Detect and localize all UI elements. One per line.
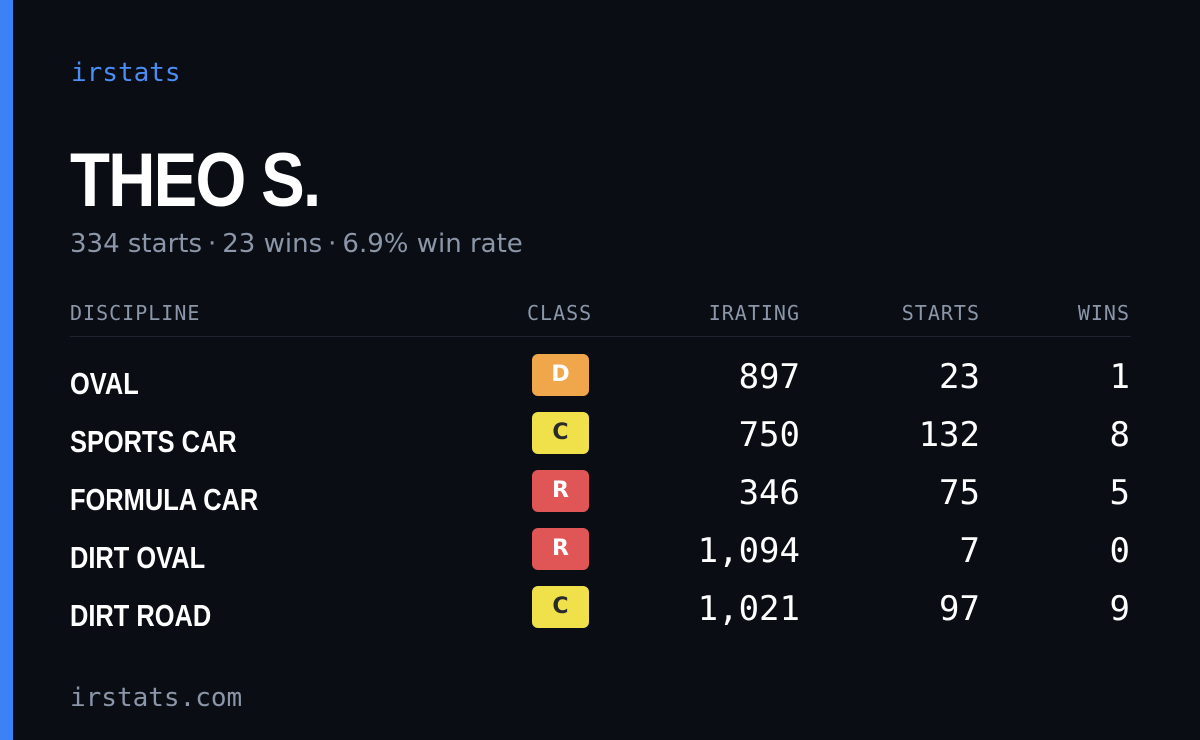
wins-value: 0 [1109, 531, 1130, 571]
table-header: DISCIPLINE CLASS IRATING STARTS WINS [70, 298, 1131, 337]
wins-value: 1 [1109, 357, 1130, 397]
summary-wins: 23 wins [222, 229, 323, 259]
driver-name: THEO S. [70, 138, 321, 223]
starts-value: 7 [959, 531, 980, 571]
irating-value: 346 [738, 473, 800, 513]
header-class: CLASS [527, 301, 593, 325]
summary-starts: 334 starts [70, 229, 202, 259]
irating-value: 897 [738, 357, 800, 397]
discipline-name: DIRT OVAL [70, 540, 206, 575]
starts-value: 97 [939, 589, 980, 629]
wins-value: 5 [1109, 473, 1130, 513]
driver-summary: 334 starts · 23 wins · 6.9% win rate [70, 226, 523, 262]
table-row: SPORTS CAR C 750 132 8 [70, 412, 1131, 470]
discipline-name: OVAL [70, 366, 139, 401]
table-row: DIRT ROAD C 1,021 97 9 [70, 586, 1131, 644]
class-badge: D [532, 354, 589, 396]
irating-value: 1,094 [697, 531, 800, 571]
class-badge: R [532, 528, 589, 570]
starts-value: 23 [939, 357, 980, 397]
irating-value: 750 [738, 415, 800, 455]
header-irating: IRATING [708, 301, 800, 325]
discipline-name: FORMULA CAR [70, 482, 259, 517]
wins-value: 8 [1109, 415, 1130, 455]
starts-value: 75 [939, 473, 980, 513]
footer-domain: irstats.com [70, 683, 243, 713]
starts-value: 132 [918, 415, 980, 455]
header-discipline: DISCIPLINE [70, 301, 201, 325]
discipline-name: SPORTS CAR [70, 424, 237, 459]
class-badge: C [532, 412, 589, 454]
wins-value: 9 [1109, 589, 1130, 629]
class-badge: C [532, 586, 589, 628]
accent-bar [0, 0, 13, 740]
class-badge: R [532, 470, 589, 512]
discipline-name: DIRT ROAD [70, 598, 212, 633]
table-row: FORMULA CAR R 346 75 5 [70, 470, 1131, 528]
table-row: DIRT OVAL R 1,094 7 0 [70, 528, 1131, 586]
header-wins: WINS [1077, 301, 1130, 325]
summary-separator: · [208, 229, 217, 259]
table-row: OVAL D 897 23 1 [70, 354, 1131, 412]
irating-value: 1,021 [697, 589, 800, 629]
brand-logo-text: irstats [71, 58, 181, 88]
summary-separator: · [328, 229, 337, 259]
summary-win-rate: 6.9% win rate [342, 229, 523, 259]
header-starts: STARTS [901, 301, 980, 325]
